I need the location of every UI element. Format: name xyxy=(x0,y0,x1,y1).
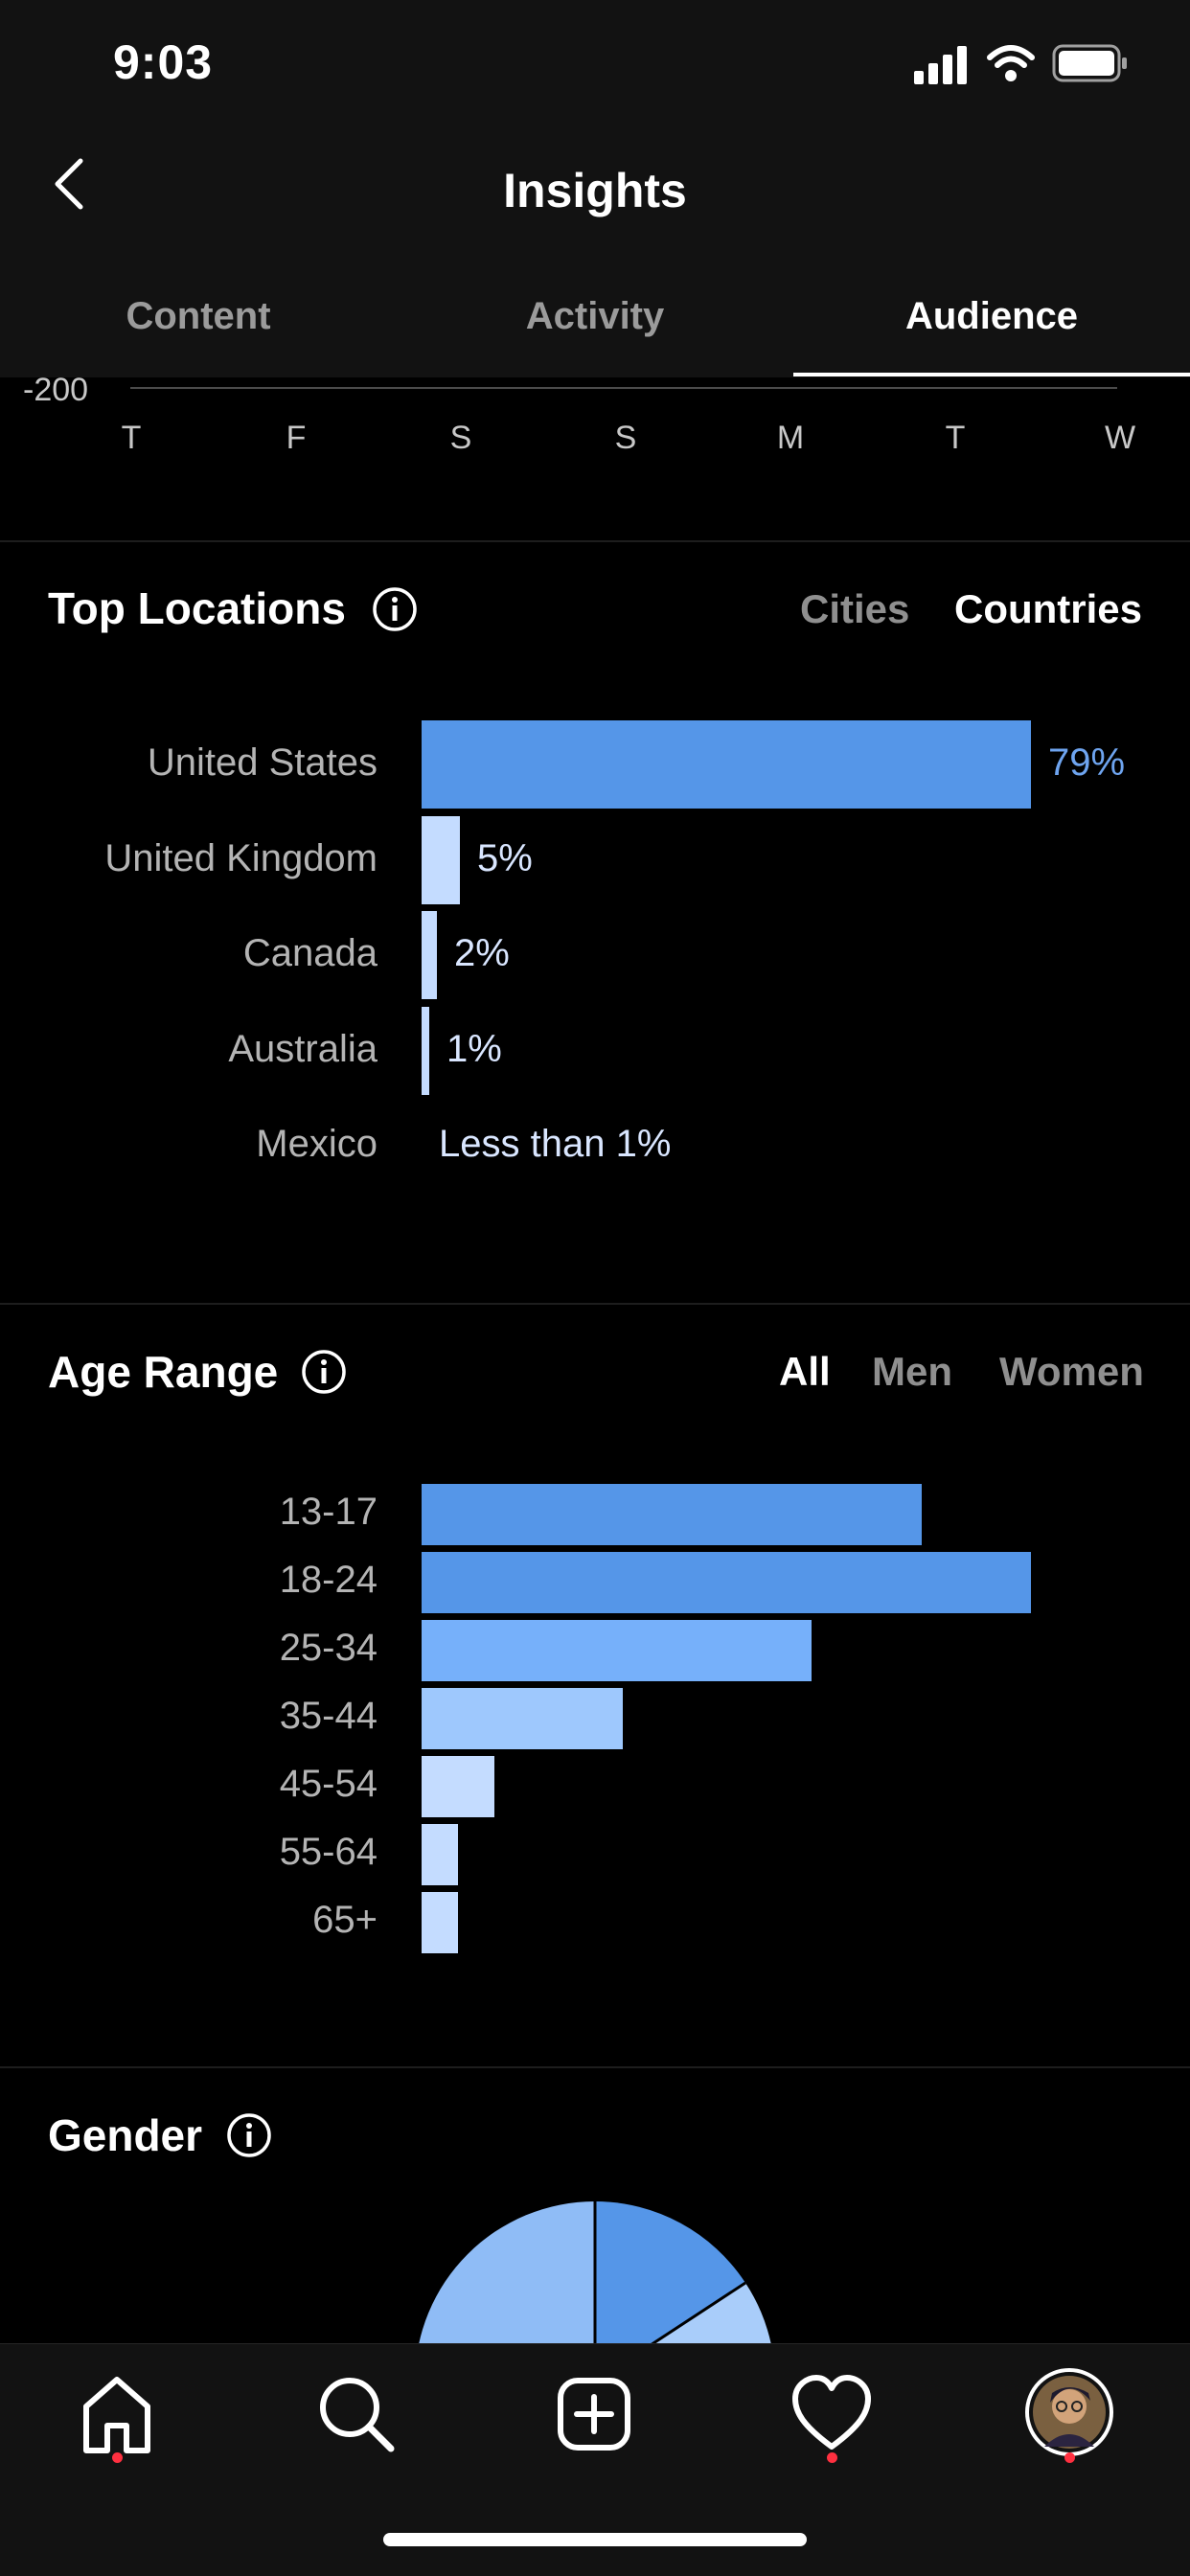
search-icon[interactable] xyxy=(309,2366,404,2462)
new-post-icon[interactable] xyxy=(546,2366,642,2462)
pie-slice xyxy=(652,2283,771,2344)
toggle-men[interactable]: Men xyxy=(872,1349,952,1394)
info-icon[interactable] xyxy=(226,2112,272,2158)
toggle-women[interactable]: Women xyxy=(999,1349,1144,1394)
toggle-countries[interactable]: Countries xyxy=(954,586,1143,631)
age-label: 13-17 xyxy=(279,1491,378,1533)
chart-day-label: S xyxy=(614,420,637,456)
chart-gridline xyxy=(130,387,1117,389)
battery-icon xyxy=(1052,44,1127,82)
age-label: 55-64 xyxy=(279,1831,378,1873)
location-bar xyxy=(422,1007,429,1095)
toggle-cities[interactable]: Cities xyxy=(800,586,910,631)
age-bar xyxy=(422,1756,494,1817)
chart-day-label: T xyxy=(121,420,142,456)
age-label: 65+ xyxy=(312,1899,378,1941)
notification-dot xyxy=(1064,2452,1075,2463)
chart-day-label: W xyxy=(1104,420,1136,456)
pie-slice xyxy=(595,2201,745,2344)
location-label: United States xyxy=(147,741,378,784)
activity-chart xyxy=(0,377,1190,540)
header xyxy=(0,134,1190,256)
profile-avatar[interactable] xyxy=(1021,2364,1117,2460)
home-icon[interactable] xyxy=(69,2366,165,2462)
tab-activity[interactable]: Activity xyxy=(525,295,665,337)
status-time: 9:03 xyxy=(113,35,214,89)
wifi-icon xyxy=(987,45,1035,81)
top-locations-title: Top Locations xyxy=(48,583,346,633)
location-label: United Kingdom xyxy=(104,837,378,879)
location-label: Mexico xyxy=(256,1123,378,1165)
activity-heart-icon[interactable] xyxy=(784,2366,880,2462)
chart-day-label: M xyxy=(776,420,805,456)
location-value: 5% xyxy=(477,837,533,879)
chart-y-tick: -200 xyxy=(23,372,89,408)
age-range-title: Age Range xyxy=(48,1347,279,1397)
notification-dot xyxy=(112,2452,123,2463)
location-bar xyxy=(422,720,1031,809)
active-tab-underline xyxy=(793,373,1190,376)
age-label: 25-34 xyxy=(279,1627,378,1669)
age-label: 18-24 xyxy=(279,1559,378,1601)
back-arrow-icon[interactable] xyxy=(50,155,88,213)
age-bar xyxy=(422,1620,812,1681)
chart-day-label: T xyxy=(945,420,966,456)
pie-slice xyxy=(419,2201,595,2344)
location-label: Australia xyxy=(228,1028,378,1070)
info-icon[interactable] xyxy=(301,1349,347,1395)
tab-bar: Content Activity Audience xyxy=(0,255,1190,378)
location-label: Canada xyxy=(242,932,378,974)
location-value: Less than 1% xyxy=(439,1123,672,1165)
chart-day-label: S xyxy=(449,420,472,456)
section-divider xyxy=(0,2066,1190,2068)
gender-pie-chart xyxy=(419,2201,771,2344)
age-bar xyxy=(422,1892,458,1953)
age-label: 45-54 xyxy=(279,1763,378,1805)
notification-dot xyxy=(827,2452,837,2463)
location-bar xyxy=(422,911,437,999)
home-indicator xyxy=(383,2533,807,2546)
toggle-all[interactable]: All xyxy=(779,1349,831,1394)
status-bar xyxy=(0,0,1190,134)
location-value: 2% xyxy=(454,932,510,974)
location-value: 1% xyxy=(446,1028,502,1070)
signal-icon xyxy=(914,46,967,84)
age-bar xyxy=(422,1688,623,1749)
chart-day-label: F xyxy=(286,420,307,456)
age-bar xyxy=(422,1484,922,1545)
tab-content[interactable]: Content xyxy=(126,295,271,337)
age-label: 35-44 xyxy=(279,1695,378,1737)
section-divider xyxy=(0,1303,1190,1305)
gender-title: Gender xyxy=(48,2110,203,2160)
age-bar xyxy=(422,1824,458,1885)
location-bar xyxy=(422,816,460,904)
age-bar xyxy=(422,1552,1031,1613)
section-divider xyxy=(0,540,1190,542)
tab-audience[interactable]: Audience xyxy=(904,295,1079,337)
location-value: 79% xyxy=(1048,741,1126,784)
info-icon[interactable] xyxy=(372,586,418,632)
page-title: Insights xyxy=(503,164,687,217)
